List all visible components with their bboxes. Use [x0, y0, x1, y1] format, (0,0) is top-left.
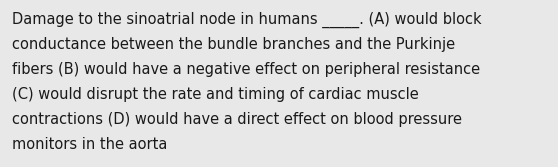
Text: monitors in the aorta: monitors in the aorta — [12, 137, 167, 152]
Text: fibers (B) would have a negative effect on peripheral resistance: fibers (B) would have a negative effect … — [12, 62, 480, 77]
Text: (C) would disrupt the rate and timing of cardiac muscle: (C) would disrupt the rate and timing of… — [12, 87, 418, 102]
Text: Damage to the sinoatrial node in humans _____. (A) would block: Damage to the sinoatrial node in humans … — [12, 12, 482, 28]
Text: conductance between the bundle branches and the Purkinje: conductance between the bundle branches … — [12, 37, 455, 52]
Text: contractions (D) would have a direct effect on blood pressure: contractions (D) would have a direct eff… — [12, 112, 462, 127]
